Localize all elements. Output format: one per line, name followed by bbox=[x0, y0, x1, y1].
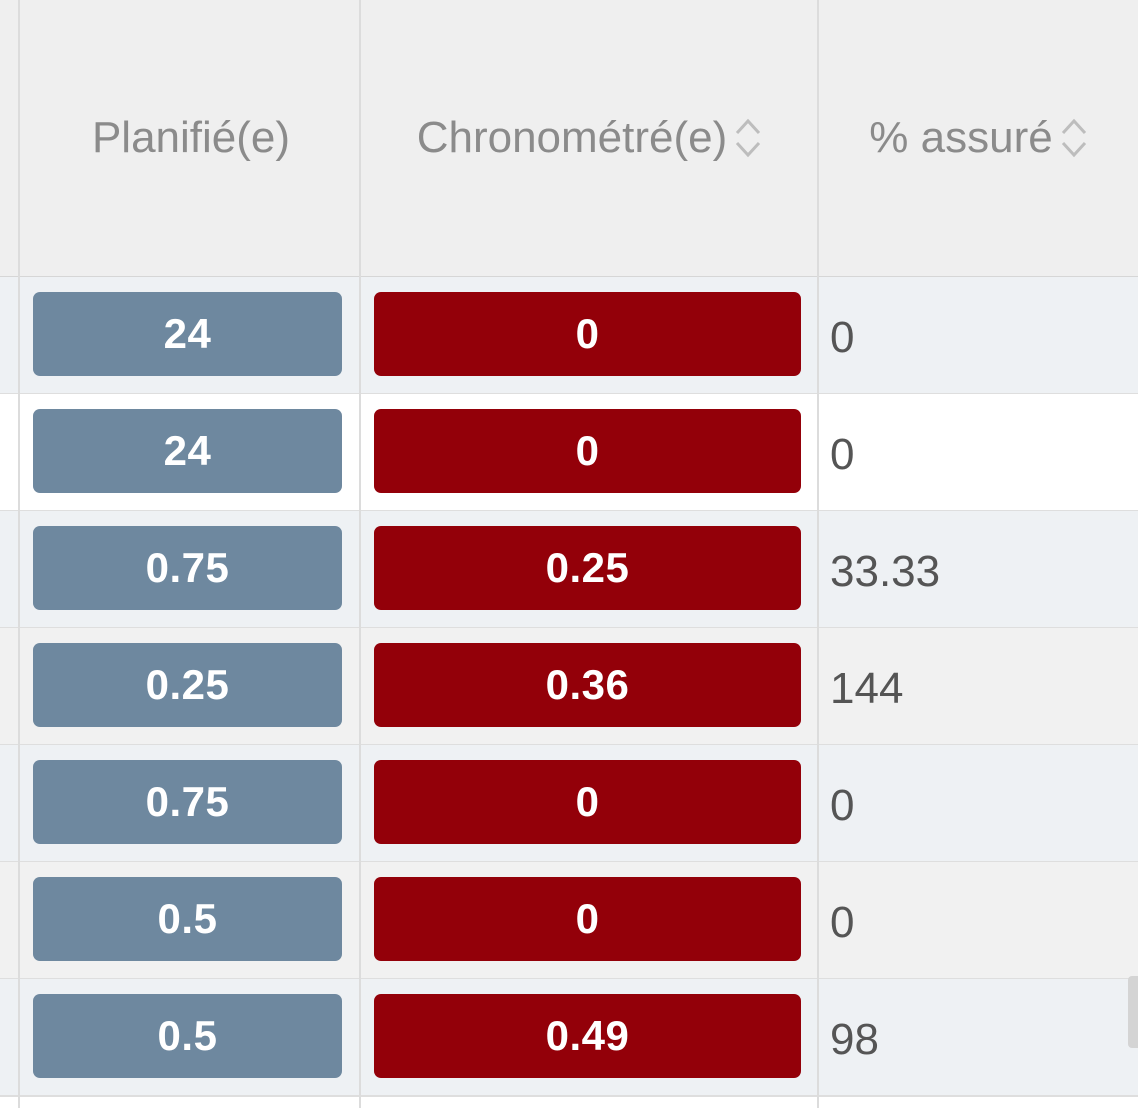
percent-assured-value: 98 bbox=[830, 1015, 879, 1064]
timed-badge: 0 bbox=[374, 409, 801, 493]
column-header-label: % assuré bbox=[869, 113, 1053, 162]
column-divider bbox=[18, 0, 20, 1108]
table-header: Planifié(e) Chronométré(e) % assuré bbox=[0, 0, 1138, 278]
table-row[interactable]: 24 0 0 bbox=[0, 394, 1138, 512]
column-header-label: Planifié(e) bbox=[91, 113, 291, 162]
column-header-planned[interactable]: Planifié(e) bbox=[22, 0, 360, 276]
column-header-timed[interactable]: Chronométré(e) bbox=[362, 0, 818, 276]
timed-badge: 0 bbox=[374, 760, 801, 844]
column-header-pct[interactable]: % assuré bbox=[820, 0, 1138, 276]
planned-badge: 0.25 bbox=[33, 643, 342, 727]
sort-updown-icon[interactable] bbox=[733, 113, 763, 163]
timed-badge: 0.36 bbox=[374, 643, 801, 727]
table-row[interactable]: 0.25 0.36 144 bbox=[0, 628, 1138, 746]
column-divider bbox=[359, 0, 361, 1108]
column-header-label: Chronométré(e) bbox=[416, 113, 728, 162]
timed-badge: 0.25 bbox=[374, 526, 801, 610]
timed-badge: 0 bbox=[374, 877, 801, 961]
column-divider bbox=[817, 0, 819, 1108]
percent-assured-value: 0 bbox=[830, 430, 855, 479]
timed-badge: 0.49 bbox=[374, 994, 801, 1078]
table-row[interactable]: 0.75 0.25 33.33 bbox=[0, 511, 1138, 629]
planned-badge: 0.75 bbox=[33, 526, 342, 610]
sort-updown-icon[interactable] bbox=[1059, 113, 1089, 163]
table-row[interactable]: 0.5 0 0 bbox=[0, 862, 1138, 980]
planned-badge: 0.5 bbox=[33, 877, 342, 961]
percent-assured-value: 33.33 bbox=[830, 547, 941, 596]
scrollbar-handle[interactable] bbox=[1128, 976, 1138, 1048]
percent-assured-value: 144 bbox=[830, 664, 904, 713]
table-row[interactable]: 0.75 0 0 bbox=[0, 745, 1138, 863]
table-row[interactable]: 0.5 0.49 98 bbox=[0, 979, 1138, 1097]
planned-badge: 0.5 bbox=[33, 994, 342, 1078]
planned-badge: 0.75 bbox=[33, 760, 342, 844]
timed-badge: 0 bbox=[374, 292, 801, 376]
planned-badge: 24 bbox=[33, 409, 342, 493]
planned-badge: 24 bbox=[33, 292, 342, 376]
percent-assured-value: 0 bbox=[830, 781, 855, 830]
table-row[interactable]: 24 0 0 bbox=[0, 277, 1138, 395]
percent-assured-value: 0 bbox=[830, 313, 855, 362]
percent-assured-value: 0 bbox=[830, 898, 855, 947]
